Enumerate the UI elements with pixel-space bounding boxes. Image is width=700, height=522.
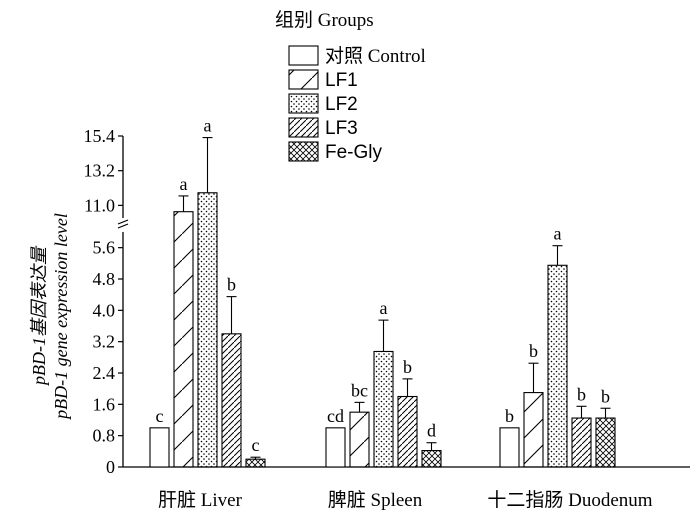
bar (197, 192, 218, 468)
bar (421, 449, 442, 468)
y-axis-label-line1: pBD-1基因表达量 (29, 245, 49, 387)
y-tick-label: 15.4 (84, 126, 116, 146)
legend-swatch (288, 141, 319, 162)
significance-letter: cd (327, 406, 344, 426)
legend: 对照 Control LF1 LF2 LF3 Fe-Gly (288, 45, 426, 163)
significance-letter: c (156, 406, 164, 426)
significance-letter: a (554, 224, 562, 244)
legend-swatch (288, 93, 319, 114)
y-tick-label: 3.2 (93, 332, 116, 352)
significance-letter: b (227, 275, 236, 295)
bar (571, 417, 592, 468)
legend-swatch (288, 45, 319, 66)
category-label: 脾脏 Spleen (328, 489, 423, 511)
category-label: 十二指肠 Duodenum (487, 489, 652, 511)
significance-letter: b (505, 406, 514, 426)
y-axis-label: pBD-1基因表达量 (29, 245, 49, 387)
y-tick-label: 4.8 (93, 269, 116, 289)
bar (373, 350, 394, 468)
axis-break-mark (117, 223, 129, 229)
legend-entry: LF3 (325, 118, 358, 139)
bar (397, 395, 418, 468)
bar (595, 417, 616, 468)
legend-entry: LF2 (325, 94, 358, 115)
significance-letter: a (380, 298, 388, 318)
significance-letter: b (577, 384, 586, 404)
bar (547, 264, 568, 468)
bar (245, 458, 266, 468)
bar (149, 427, 170, 468)
y-tick-label: 0.8 (93, 426, 116, 446)
bar (523, 392, 544, 468)
y-tick-label: 4.0 (93, 300, 116, 320)
bar (325, 427, 346, 468)
y-tick-label: 0 (106, 457, 115, 477)
significance-letter: bc (351, 380, 368, 400)
legend-entry: 对照 Control (325, 45, 426, 67)
significance-letter: d (427, 421, 436, 441)
category-label: 肝脏 Liver (158, 489, 243, 511)
axis-break-mark (117, 219, 129, 225)
legend-swatch (288, 117, 319, 138)
significance-letter: c (252, 435, 260, 455)
y-ticks: 0 0.8 1.6 2.4 3.2 4.0 4.8 5.6 11.0 13.2 15.4 (84, 126, 123, 477)
y-tick-label: 2.4 (93, 363, 116, 383)
y-axis-label-line2: pBD-1 gene expression level (51, 213, 71, 421)
bar (499, 427, 520, 468)
legend-entry: Fe-Gly (325, 142, 383, 163)
bar (221, 333, 242, 468)
bar (349, 411, 370, 468)
legend-title: 组别 Groups (275, 9, 374, 31)
legend-swatch (288, 69, 319, 90)
significance-letter: b (529, 341, 538, 361)
significance-letter: a (204, 116, 212, 136)
y-tick-label: 13.2 (84, 161, 116, 181)
significance-letter: a (180, 174, 188, 194)
y-tick-label: 1.6 (93, 394, 116, 414)
category-labels: 肝脏 Liver 脾脏 Spleen 十二指肠 Duodenum (158, 489, 653, 511)
y-axis-label-2: pBD-1 gene expression level (51, 213, 71, 421)
y-tick-label: 11.0 (84, 195, 115, 215)
y-tick-label: 5.6 (93, 238, 116, 258)
legend-entry: LF1 (325, 70, 358, 91)
bar (173, 211, 194, 468)
significance-letter: b (601, 386, 610, 406)
significance-letter: b (403, 357, 412, 377)
